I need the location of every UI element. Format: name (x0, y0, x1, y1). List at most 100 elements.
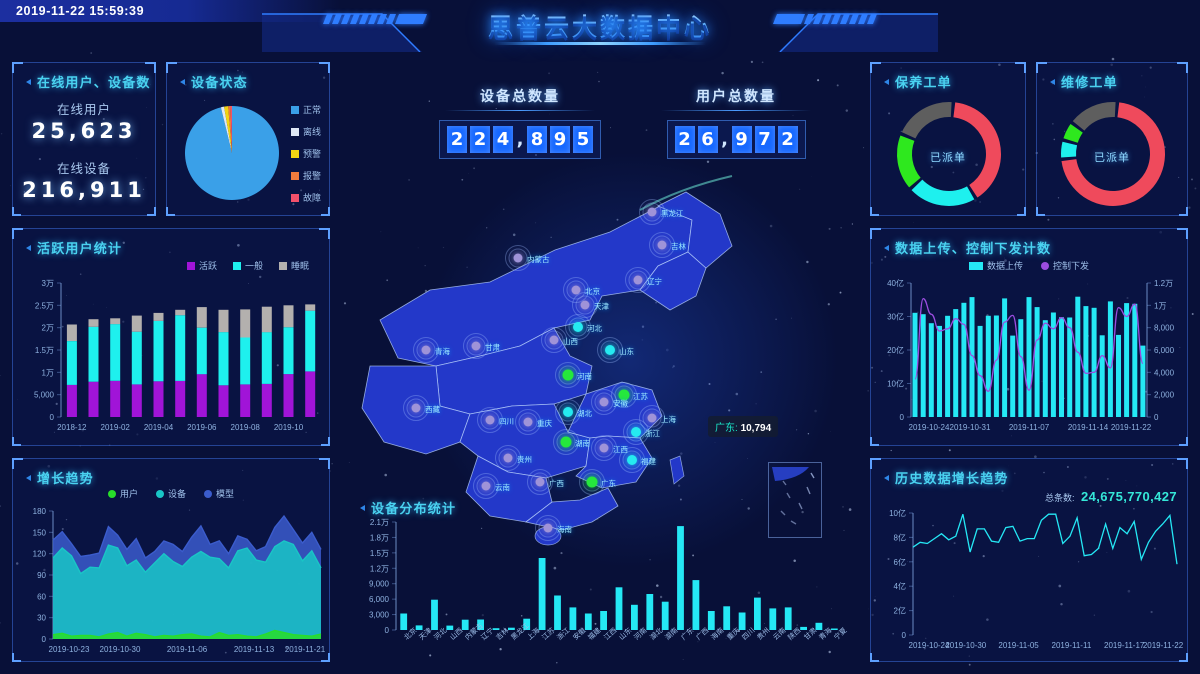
bar-segment[interactable] (88, 319, 99, 327)
map-region[interactable] (657, 191, 733, 269)
device-status-pie-chart[interactable] (177, 101, 287, 205)
upload-bar[interactable] (1067, 317, 1073, 418)
pie-slice-报警[interactable] (228, 106, 232, 153)
map-point-浙江[interactable] (623, 419, 649, 445)
pie-slice-故障[interactable] (230, 106, 232, 153)
bar-segment[interactable] (175, 309, 186, 316)
bar-重庆[interactable] (723, 606, 731, 630)
upload-bar[interactable] (1099, 335, 1105, 417)
legend-item-控制下发[interactable]: 控制下发 (1041, 259, 1089, 272)
upload-bar[interactable] (1107, 301, 1113, 417)
legend-item-正常[interactable]: 正常 (290, 103, 321, 116)
growth-trend-area-svg[interactable]: 0 30 60 90 120 150 180 2019-10-23 2019-10-30 2019… (13, 503, 331, 663)
upload-bar[interactable] (1132, 303, 1138, 417)
pie-slice-离线[interactable] (220, 106, 232, 153)
bar-segment[interactable] (305, 304, 316, 311)
bar-segment[interactable] (218, 332, 229, 386)
bar-segment[interactable] (283, 305, 294, 328)
device-distribution-chart[interactable]: 0 3,000 6,000 9,000 1.2万 1.5万 1.8万 2.1万 北京 天津 河北 山西… (352, 516, 849, 664)
map-point-山东[interactable] (597, 337, 623, 363)
upload-bar[interactable] (945, 315, 951, 417)
bar-segment[interactable] (175, 380, 186, 417)
upload-bar[interactable] (1116, 334, 1121, 417)
bar-segment[interactable] (196, 374, 207, 417)
bar-segment[interactable] (261, 383, 272, 417)
upload-bar[interactable] (1042, 320, 1048, 417)
legend-item-故障[interactable]: 故障 (290, 191, 321, 204)
bar-江苏[interactable] (538, 558, 546, 630)
bar-segment[interactable] (131, 331, 142, 385)
upload-bar[interactable] (1091, 307, 1097, 417)
device-distribution-bar-svg[interactable]: 0 3,000 6,000 9,000 1.2万 1.5万 1.8万 2.1万 (352, 516, 848, 664)
donut-segment-已派单[interactable] (897, 135, 921, 188)
history-growth-chart[interactable]: 0 2亿 4亿 6亿 8亿 10亿 2019-10-24 2019-10-30 2019-11-… (871, 505, 1189, 661)
map-point-湖北[interactable] (555, 399, 581, 425)
bar-segment[interactable] (240, 384, 251, 417)
bar-河南[interactable] (631, 604, 638, 630)
bar-segment[interactable] (240, 337, 251, 385)
bar-segment[interactable] (305, 310, 316, 372)
bar-河北[interactable] (431, 599, 438, 630)
donut-segment-已完成[interactable] (1061, 141, 1078, 158)
bar-海南[interactable] (707, 611, 715, 630)
upload-bar[interactable] (1124, 303, 1130, 417)
map-point-河北[interactable] (565, 314, 591, 340)
map-point-青海[interactable] (413, 337, 439, 363)
donut-segment-已取消[interactable] (1072, 102, 1116, 131)
bar-北京[interactable] (400, 613, 408, 631)
upload-bar[interactable] (953, 309, 959, 417)
bar-segment[interactable] (66, 341, 77, 385)
upload-bar[interactable] (1010, 335, 1016, 417)
legend-item-活跃[interactable]: 活跃 (186, 259, 217, 272)
bar-segment[interactable] (110, 318, 121, 325)
bar-segment[interactable] (196, 307, 207, 328)
map-point-江西[interactable] (591, 435, 617, 461)
bar-segment[interactable] (153, 381, 164, 417)
map-point-广西[interactable] (527, 469, 553, 495)
bar-segment[interactable] (66, 324, 77, 342)
upload-bar[interactable] (1059, 317, 1064, 417)
upload-bar[interactable] (937, 325, 942, 417)
map-point-山西[interactable] (541, 327, 567, 353)
legend-item-设备[interactable]: 设备 (155, 487, 186, 500)
bar-浙江[interactable] (554, 595, 561, 631)
bar-segment[interactable] (131, 384, 142, 417)
upload-bar[interactable] (1075, 296, 1081, 417)
bar-segment[interactable] (131, 315, 142, 332)
donut-segment-已取消[interactable] (901, 102, 952, 139)
upload-bar[interactable] (1083, 306, 1089, 417)
legend-item-离线[interactable]: 离线 (290, 125, 321, 138)
bar-云南[interactable] (769, 608, 777, 630)
bar-山西[interactable] (446, 625, 454, 630)
control-line[interactable] (914, 297, 1144, 392)
map-point-安徽[interactable] (591, 389, 617, 415)
upload-bar[interactable] (1002, 298, 1008, 417)
repair-order-donut-chart[interactable] (1037, 93, 1189, 211)
upload-bar[interactable] (977, 325, 983, 417)
map-point-海南[interactable] (535, 515, 561, 541)
pie-slice-预警[interactable] (224, 106, 232, 153)
upload-bar[interactable] (1026, 297, 1032, 417)
bar-湖南[interactable] (661, 601, 669, 630)
bar-四川[interactable] (738, 612, 746, 631)
upload-bar[interactable] (1018, 319, 1024, 417)
bar-福建[interactable] (584, 613, 592, 631)
map-region[interactable] (669, 455, 685, 485)
bar-内蒙古[interactable] (461, 619, 469, 630)
map-point-福建[interactable] (619, 447, 645, 473)
donut-segment-已完成[interactable] (911, 179, 975, 206)
bar-segment[interactable] (218, 385, 229, 417)
map-point-上海[interactable] (639, 405, 665, 431)
bar-segment[interactable] (88, 381, 99, 417)
map-point-湖南[interactable] (553, 429, 579, 455)
bar-安徽[interactable] (569, 607, 577, 630)
bar-segment[interactable] (240, 309, 251, 338)
donut-segment-已派单[interactable] (1063, 123, 1083, 143)
map-point-吉林[interactable] (649, 232, 675, 258)
legend-item-数据上传[interactable]: 数据上传 (968, 259, 1023, 272)
bar-湖北[interactable] (646, 594, 654, 630)
map-point-贵州[interactable] (495, 445, 521, 471)
map-point-西藏[interactable] (403, 395, 429, 421)
upload-bar[interactable] (985, 315, 991, 417)
map-point-黑龙江[interactable] (639, 199, 665, 225)
